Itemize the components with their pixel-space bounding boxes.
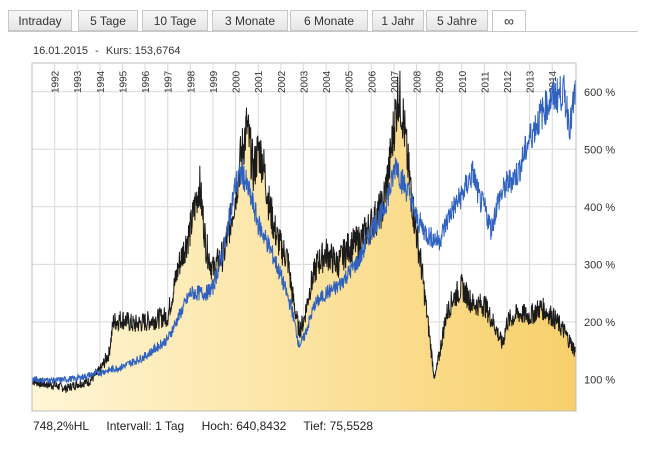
tab-5-jahre[interactable]: 5 Jahre [426, 10, 488, 31]
y-tick-label: 200 % [584, 317, 615, 329]
x-tick-label: 2012 [503, 70, 514, 93]
x-tick-label: 1997 [164, 70, 175, 93]
y-tick-label: 100 % [584, 374, 615, 386]
tab-3-monate[interactable]: 3 Monate [212, 10, 288, 31]
tab-1-jahr[interactable]: 1 Jahr [372, 10, 424, 31]
quote-kurs-label: Kurs: [105, 45, 132, 57]
x-tick-label: 1998 [186, 70, 197, 93]
y-tick-label: 400 % [584, 202, 615, 214]
chart-footer: 748,2%HL Intervall: 1 Tag Hoch: 640,8432… [33, 419, 387, 433]
x-tick-label: 1993 [73, 70, 84, 93]
x-tick-label: 1994 [96, 70, 107, 93]
footer-high: Hoch: 640,8432 [201, 419, 287, 433]
x-tick-label: 1995 [118, 70, 129, 93]
tab-10-tage[interactable]: 10 Tage [142, 10, 208, 31]
x-tick-label: 2006 [367, 70, 378, 93]
x-tick-label: 2005 [345, 70, 356, 93]
benchmark-line [32, 74, 576, 385]
chart-series [32, 70, 576, 411]
period-tabs: Intraday 5 Tage 10 Tage 3 Monate 6 Monat… [8, 10, 638, 32]
x-axis-labels: 1992 1993 1994 1995 1996 1997 1998 1999 2000 2001… [51, 70, 560, 93]
footer-interval: Intervall: 1 Tag [106, 419, 185, 433]
x-tick-label: 1996 [141, 70, 152, 93]
x-tick-label: 2000 [232, 70, 243, 93]
quote-separator: - [95, 45, 99, 57]
x-tick-label: 1999 [209, 70, 220, 93]
quote-kurs-value: 153,6764 [134, 45, 181, 57]
x-tick-label: 2007 [390, 70, 401, 93]
price-area [32, 70, 576, 411]
x-tick-label: 2013 [526, 70, 537, 93]
y-axis-labels: 100 % 200 % 300 % 400 % 500 % 600 % [584, 87, 615, 387]
y-tick-label: 600 % [584, 87, 615, 99]
quote-date: 16.01.2015 [33, 45, 89, 57]
x-tick-label: 2002 [277, 70, 288, 93]
x-tick-label: 2010 [458, 70, 469, 93]
x-tick-label: 2008 [413, 70, 424, 93]
x-tick-label: 2003 [299, 70, 310, 93]
x-tick-label: 2011 [480, 71, 491, 93]
y-tick-label: 300 % [584, 259, 615, 271]
x-tick-label: 2001 [254, 70, 265, 93]
x-tick-label: 1992 [51, 70, 62, 93]
tab-baseline [8, 31, 638, 32]
y-tick-label: 500 % [584, 144, 615, 156]
price-line [32, 70, 576, 393]
footer-low: Tief: 75,5528 [303, 419, 374, 433]
tab-5-tage[interactable]: 5 Tage [78, 10, 138, 31]
plot-frame [31, 62, 577, 412]
quote-info: 16.01.2015 - Kurs: 153,6764 [33, 45, 181, 57]
tab-intraday[interactable]: Intraday [8, 10, 72, 31]
tab-max[interactable]: ∞ [492, 10, 526, 32]
tab-6-monate[interactable]: 6 Monate [290, 10, 368, 31]
footer-change: 748,2%HL [33, 419, 90, 433]
x-tick-label: 2004 [322, 70, 333, 93]
x-tick-label: 2009 [435, 70, 446, 93]
